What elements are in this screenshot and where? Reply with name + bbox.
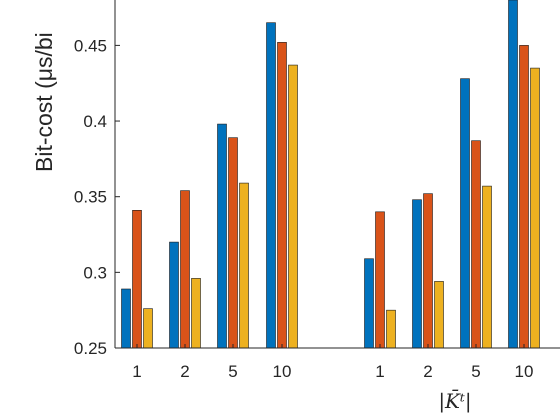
bar-group1-cat5-series2: [228, 137, 238, 349]
y-tick-label: 0.25: [74, 339, 107, 358]
bars-layer: [121, 0, 540, 349]
y-tick-label: 0.45: [74, 36, 107, 55]
axes-layer: 0.25 0.3 0.35 0.4 0.45 1 2 5 10 1 2 5 10: [74, 0, 560, 381]
x-tick-label-1: 1: [132, 362, 141, 381]
bar-group1-cat1-series3: [143, 308, 153, 349]
bar-group1-cat10-series2: [277, 42, 287, 349]
bar-group2-cat1-series1: [364, 258, 374, 349]
bar-group1-cat10-series1: [266, 22, 276, 349]
y-tick-label: 0.35: [74, 188, 107, 207]
x-axis-title: |K̄ᵗ|: [438, 388, 471, 414]
bar-group1-cat2-series3: [191, 278, 201, 349]
x-tick-label-2: 2: [180, 362, 189, 381]
bar-group2-cat2-series1: [412, 199, 422, 349]
bar-group2-cat10-series3: [530, 67, 540, 349]
x-ticks: 1 2 5 10 1 2 5 10: [132, 344, 533, 381]
x-tick-label-10: 10: [515, 362, 534, 381]
bar-group1-cat1-series2: [132, 210, 142, 349]
x-tick-label-1: 1: [375, 362, 384, 381]
bar-group1-cat10-series3: [288, 64, 298, 349]
y-tick-label: 0.4: [83, 112, 107, 131]
x-tick-label-5: 5: [471, 362, 480, 381]
bar-group2-cat5-series1: [460, 78, 470, 349]
bar-group2-cat1-series2: [375, 211, 385, 349]
y-tick-label: 0.3: [83, 263, 107, 282]
bar-group1-cat1-series1: [121, 288, 131, 349]
bar-group1-cat2-series2: [180, 190, 190, 349]
bar-group2-cat5-series3: [482, 185, 492, 349]
bar-group2-cat10-series2: [519, 45, 529, 349]
bar-group2-cat5-series2: [471, 140, 481, 349]
bar-group2-cat10-series1: [508, 0, 518, 349]
bar-group1-cat5-series1: [217, 123, 227, 349]
bar-group1-cat2-series1: [169, 241, 179, 349]
x-tick-label-2: 2: [423, 362, 432, 381]
bar-group1-cat5-series3: [239, 182, 249, 349]
bar-group2-cat1-series3: [386, 309, 396, 349]
bar-group2-cat2-series3: [434, 281, 444, 349]
bar-group2-cat2-series2: [423, 193, 433, 349]
y-ticks: 0.25 0.3 0.35 0.4 0.45: [74, 36, 120, 358]
x-tick-label-10: 10: [273, 362, 292, 381]
y-axis-title: Bit-cost (μs/bi: [31, 32, 57, 172]
x-tick-label-5: 5: [228, 362, 237, 381]
